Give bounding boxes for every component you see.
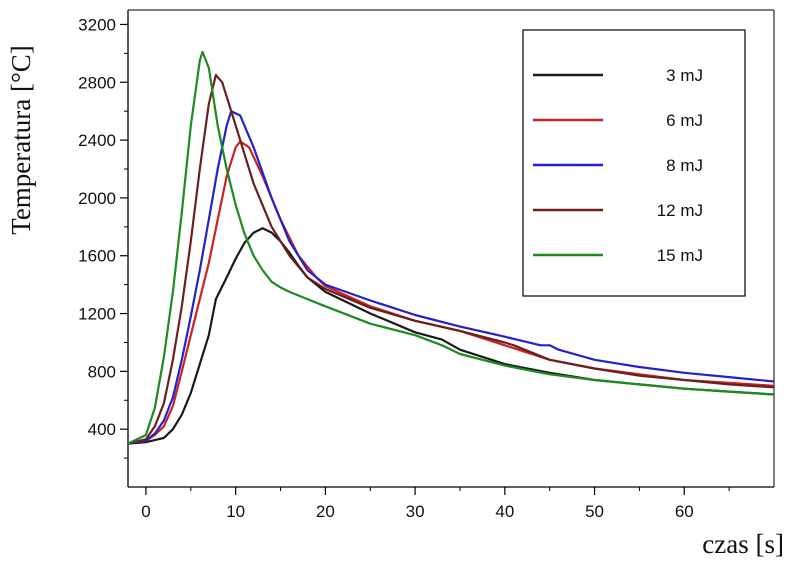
y-tick-label: 2000 bbox=[78, 189, 116, 208]
y-tick-label: 3200 bbox=[78, 15, 116, 34]
x-tick-label: 50 bbox=[585, 502, 604, 521]
x-axis-title: czas [s] bbox=[702, 529, 784, 559]
x-tick-label: 20 bbox=[316, 502, 335, 521]
x-tick-label: 30 bbox=[406, 502, 425, 521]
y-tick-label: 2800 bbox=[78, 73, 116, 92]
x-tick-label: 0 bbox=[141, 502, 150, 521]
x-tick-label: 40 bbox=[495, 502, 514, 521]
legend-label: 3 mJ bbox=[666, 66, 703, 85]
y-tick-label: 2400 bbox=[78, 131, 116, 150]
legend-label: 12 mJ bbox=[657, 201, 703, 220]
series-layer bbox=[127, 50, 775, 445]
y-tick-label: 1200 bbox=[78, 305, 116, 324]
y-tick-label: 400 bbox=[88, 420, 116, 439]
y-tick-label: 1600 bbox=[78, 247, 116, 266]
y-tick-label: 800 bbox=[88, 362, 116, 381]
series-line-12-mj bbox=[127, 73, 775, 445]
series-line-8-mj bbox=[127, 110, 775, 445]
legend-label: 8 mJ bbox=[666, 156, 703, 175]
x-tick-label: 60 bbox=[675, 502, 694, 521]
y-axis-title: Temperatura [°C] bbox=[6, 45, 36, 235]
legend-label: 15 mJ bbox=[657, 246, 703, 265]
axes: 400 800 1200 1600 2000 2400 2800 3200 0 10 20 30 40 5… bbox=[78, 9, 775, 521]
legend-label: 6 mJ bbox=[666, 111, 703, 130]
legend: 3 mJ 6 mJ 8 mJ 12 mJ 15 mJ bbox=[522, 29, 746, 297]
x-tick-label: 10 bbox=[226, 502, 245, 521]
series-line-15-mj bbox=[127, 50, 775, 445]
